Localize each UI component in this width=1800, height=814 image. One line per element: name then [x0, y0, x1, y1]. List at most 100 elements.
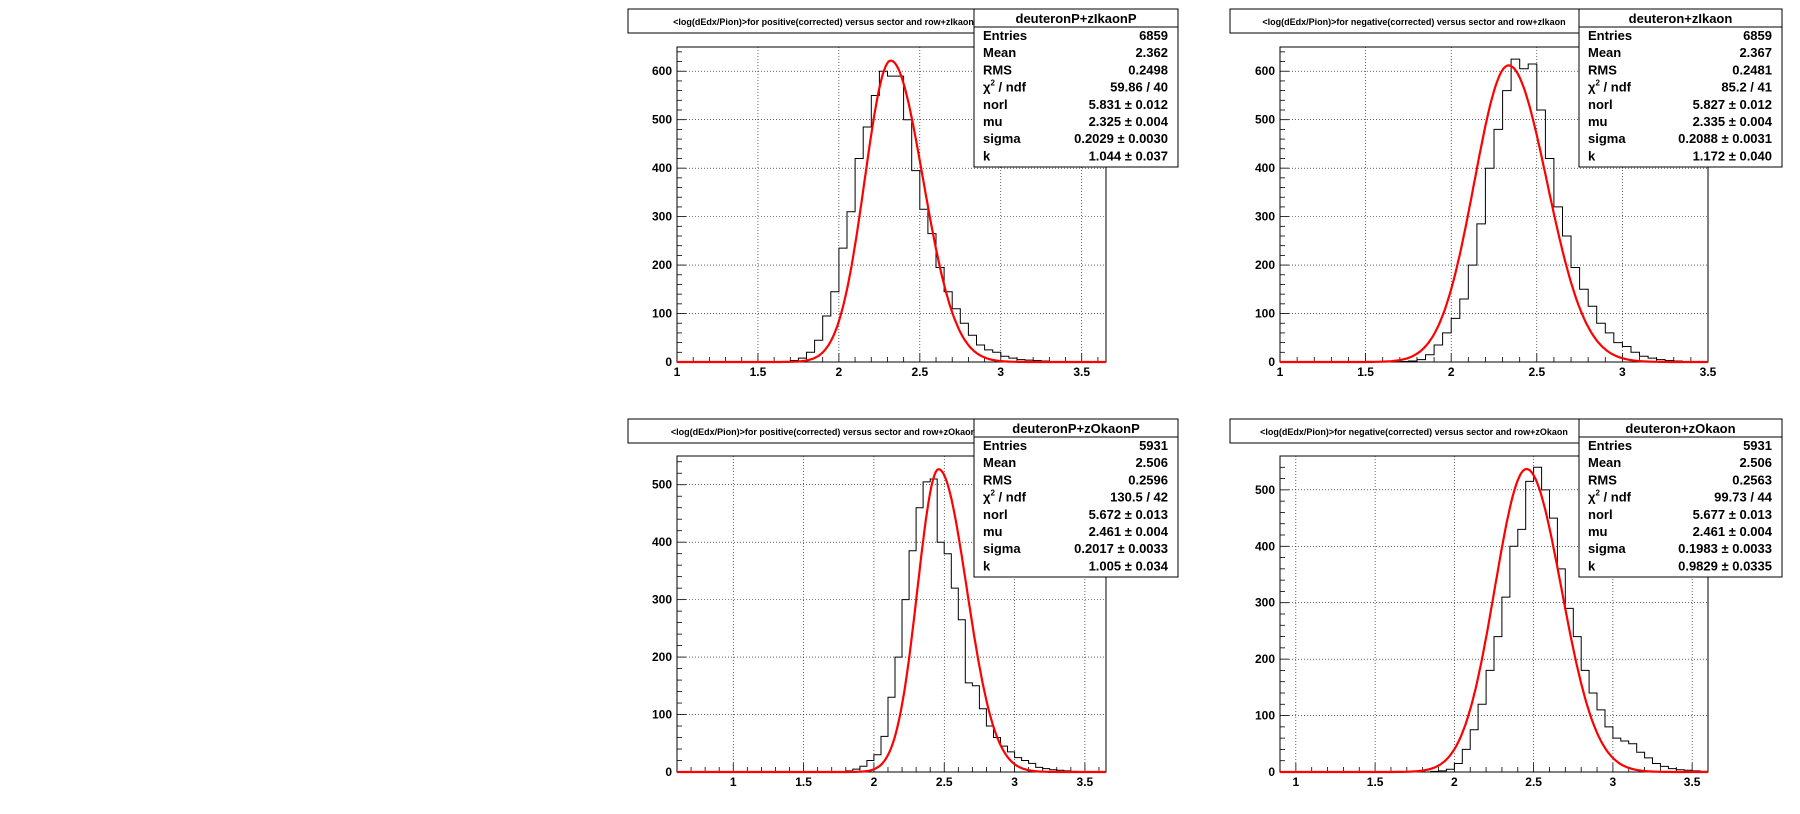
stats-value-k: 1.044 ± 0.037: [1089, 148, 1168, 163]
stats-label-norl: norl: [1588, 507, 1613, 522]
stats-value-rms: 0.2563: [1732, 472, 1772, 487]
x-tick-label: 2.5: [1528, 365, 1545, 379]
stats-value-rms: 0.2596: [1128, 472, 1168, 487]
stats-label-mean: Mean: [983, 455, 1016, 470]
stats-name: deuteronP+zIkaonP: [1016, 11, 1137, 26]
x-tick-label: 3: [997, 365, 1004, 379]
stats-box: [973, 8, 1179, 168]
stats-label-mean: Mean: [1588, 455, 1621, 470]
stats-label-k: k: [983, 558, 991, 573]
stats-value-mu: 2.325 ± 0.004: [1089, 114, 1169, 129]
stats-value-chi2ndf: 59.86 / 40: [1110, 80, 1168, 95]
stats-box: [1578, 418, 1783, 578]
y-tick-label: 600: [652, 64, 672, 78]
stats-label-sigma: sigma: [983, 541, 1021, 556]
pad-title: <log(dEdx/Pion)>for positive(corrected) …: [671, 427, 982, 437]
stats-value-norl: 5.827 ± 0.012: [1693, 97, 1772, 112]
stats-value-mu: 2.335 ± 0.004: [1693, 114, 1773, 129]
stats-value-entries: 5931: [1743, 438, 1772, 453]
x-tick-label: 3.5: [1073, 365, 1090, 379]
stats-value-k: 0.9829 ± 0.0335: [1678, 558, 1772, 573]
y-tick-label: 100: [652, 307, 672, 321]
stats-name: deuteronP+zOkaonP: [1012, 421, 1140, 436]
x-tick-label: 1.5: [1357, 365, 1374, 379]
stats-label-chi2ndf: χ2 / ndf: [983, 79, 1027, 95]
stats-label-rms: RMS: [1588, 62, 1617, 77]
stats-label-norl: norl: [983, 97, 1008, 112]
pad-title: <log(dEdx/Pion)>for negative(corrected) …: [1260, 427, 1568, 437]
stats-label-mean: Mean: [983, 45, 1016, 60]
y-tick-label: 200: [652, 650, 672, 664]
x-tick-label: 1: [1293, 775, 1300, 789]
stats-label-chi2ndf: χ2 / ndf: [983, 489, 1027, 505]
stats-value-sigma: 0.2017 ± 0.0033: [1074, 541, 1168, 556]
stats-value-entries: 6859: [1139, 28, 1168, 43]
stats-value-chi2ndf: 130.5 / 42: [1110, 490, 1168, 505]
pad-title: <log(dEdx/Pion)>for positive(corrected) …: [673, 17, 980, 27]
x-tick-label: 2: [1448, 365, 1455, 379]
x-tick-label: 3.5: [1684, 775, 1701, 789]
stats-label-rms: RMS: [983, 62, 1012, 77]
stats-box: [1578, 8, 1783, 168]
stats-value-sigma: 0.2029 ± 0.0030: [1074, 131, 1168, 146]
stats-label-rms: RMS: [983, 472, 1012, 487]
y-tick-label: 400: [652, 161, 672, 175]
y-tick-label: 200: [1255, 652, 1275, 666]
stats-name: deuteron+zOkaon: [1625, 421, 1735, 436]
histogram-series: [845, 478, 1106, 773]
y-tick-label: 0: [1268, 355, 1275, 369]
y-tick-label: 0: [665, 355, 672, 369]
stats-label-k: k: [1588, 558, 1596, 573]
y-tick-label: 300: [1255, 596, 1275, 610]
stats-label-mu: mu: [983, 114, 1003, 129]
stats-value-mean: 2.506: [1739, 455, 1772, 470]
x-tick-label: 2: [836, 365, 843, 379]
chart-pad-3: 1 1.5 2 2.5 3 3.5 0 100 200 300 400 500 <log(dEdx/Pi…: [627, 418, 1179, 789]
stats-value-entries: 5931: [1139, 438, 1168, 453]
plot-frame: [676, 455, 1107, 773]
stats-label-mu: mu: [1588, 524, 1608, 539]
stats-value-mean: 2.367: [1739, 45, 1772, 60]
stats-value-mu: 2.461 ± 0.004: [1089, 524, 1169, 539]
stats-label-entries: Entries: [1588, 28, 1632, 43]
x-tick-label: 2.5: [1525, 775, 1542, 789]
x-tick-label: 1.5: [1367, 775, 1384, 789]
title-box: [1229, 8, 1599, 34]
chart-pad-1: 1 1.5 2 2.5 3 3.5 0 100 200 300 400 500 600 <log(dEdx…: [627, 8, 1179, 379]
stats-label-norl: norl: [983, 507, 1008, 522]
stats-value-k: 1.005 ± 0.034: [1089, 558, 1169, 573]
title-box: [627, 418, 1026, 444]
y-tick-label: 200: [1255, 258, 1275, 272]
stats-box: [973, 418, 1179, 578]
stats-value-rms: 0.2498: [1128, 62, 1168, 77]
y-tick-label: 100: [1255, 307, 1275, 321]
stats-label-rms: RMS: [1588, 472, 1617, 487]
stats-label-entries: Entries: [983, 438, 1027, 453]
stats-label-k: k: [1588, 148, 1596, 163]
stats-label-sigma: sigma: [983, 131, 1021, 146]
y-tick-label: 100: [652, 708, 672, 722]
stats-label-mean: Mean: [1588, 45, 1621, 60]
stats-label-chi2ndf: χ2 / ndf: [1588, 79, 1632, 95]
stats-label-mu: mu: [1588, 114, 1608, 129]
stats-value-norl: 5.677 ± 0.013: [1693, 507, 1772, 522]
y-tick-label: 400: [1255, 539, 1275, 553]
y-tick-label: 500: [1255, 113, 1275, 127]
stats-value-entries: 6859: [1743, 28, 1772, 43]
x-tick-label: 2.5: [911, 365, 928, 379]
stats-value-chi2ndf: 99.73 / 44: [1714, 490, 1773, 505]
x-tick-label: 1: [674, 365, 681, 379]
fit-curve: [677, 59, 1106, 364]
stats-label-norl: norl: [1588, 97, 1613, 112]
stats-label-entries: Entries: [983, 28, 1027, 43]
y-tick-label: 600: [1255, 64, 1275, 78]
stats-value-norl: 5.672 ± 0.013: [1089, 507, 1168, 522]
x-tick-label: 1.5: [795, 775, 812, 789]
stats-value-mean: 2.506: [1135, 455, 1168, 470]
x-tick-label: 3: [1011, 775, 1018, 789]
y-tick-label: 500: [652, 113, 672, 127]
histogram-series: [1280, 58, 1708, 363]
stats-label-k: k: [983, 148, 991, 163]
y-tick-label: 300: [652, 593, 672, 607]
pad-title: <log(dEdx/Pion)>for negative(corrected) …: [1262, 17, 1565, 27]
